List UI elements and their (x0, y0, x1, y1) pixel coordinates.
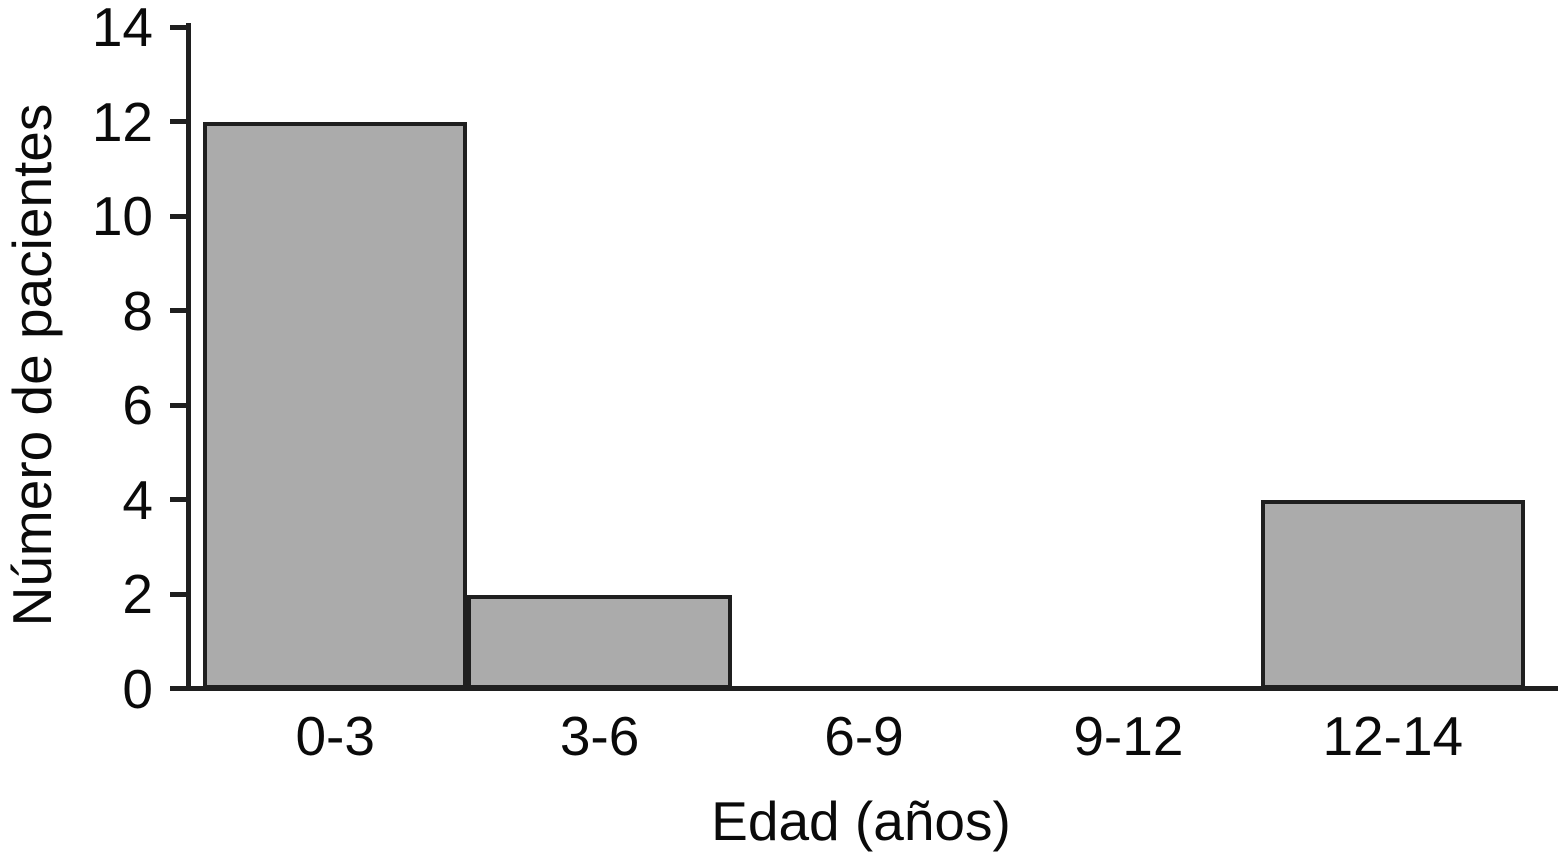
y-tick-label: 0 (122, 657, 153, 720)
y-axis-title: Número de pacientes (1, 103, 63, 627)
y-tick-label: 4 (122, 468, 153, 531)
x-category-label-12-14: 12-14 (1322, 705, 1464, 767)
x-category-label-6-9: 6-9 (824, 705, 904, 767)
x-axis-title: Edad (años) (711, 790, 1011, 852)
x-axis-line (170, 686, 1558, 691)
y-axis-line (186, 23, 191, 691)
x-category-label-0-3: 0-3 (295, 705, 375, 767)
y-tick-mark (170, 497, 186, 502)
y-tick-label: 12 (91, 90, 153, 153)
y-tick-label: 8 (122, 279, 153, 342)
bar-0-3 (203, 122, 468, 689)
y-tick-mark (170, 119, 186, 124)
bar-3-6 (467, 594, 732, 689)
y-tick-mark (170, 213, 186, 219)
y-tick-mark (170, 24, 186, 30)
y-tick-mark (170, 591, 186, 597)
y-tick-label: 14 (91, 0, 153, 58)
bar-12-14 (1260, 500, 1525, 689)
y-tick-mark (170, 402, 186, 408)
y-tick-label: 10 (91, 185, 153, 247)
y-tick-mark (170, 308, 186, 313)
y-tick-label: 2 (122, 563, 153, 625)
x-category-label-3-6: 3-6 (559, 705, 640, 767)
y-tick-label: 6 (122, 374, 153, 436)
y-tick-mark (170, 686, 186, 691)
x-category-label-9-12: 9-12 (1073, 705, 1184, 767)
